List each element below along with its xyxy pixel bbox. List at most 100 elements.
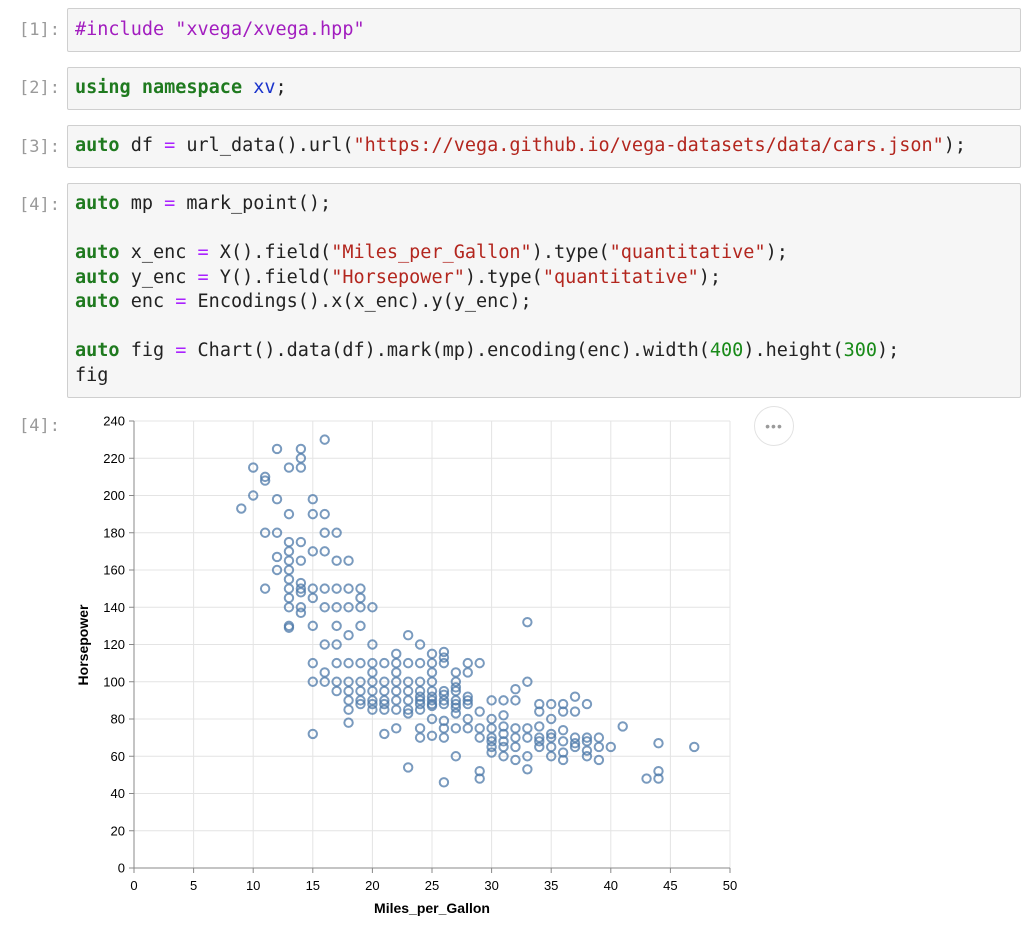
data-point	[319, 546, 330, 557]
data-point	[402, 676, 414, 687]
data-point	[438, 715, 450, 727]
code-cell-1[interactable]: #include "xvega/xvega.hpp"	[67, 8, 1021, 52]
data-point	[295, 607, 307, 619]
data-point	[510, 741, 521, 753]
data-point	[534, 732, 545, 743]
data-point	[307, 592, 318, 604]
y-tick-label: 120	[103, 637, 125, 652]
data-point	[450, 685, 462, 697]
data-point	[450, 723, 462, 734]
data-point	[379, 695, 390, 706]
y-tick-label: 160	[103, 563, 125, 578]
data-point	[271, 527, 283, 538]
data-point	[343, 685, 354, 697]
data-point	[486, 736, 497, 747]
data-point	[426, 676, 438, 687]
code-line: #include "xvega/xvega.hpp"	[75, 19, 365, 40]
data-point	[391, 676, 402, 687]
data-point	[295, 462, 307, 473]
code-cell-2[interactable]: using namespace xv;	[67, 67, 1021, 110]
data-point	[414, 732, 426, 743]
data-point	[307, 583, 318, 594]
data-point	[414, 639, 426, 650]
data-point	[355, 657, 366, 669]
data-point	[474, 706, 485, 717]
code-cell-4[interactable]: auto mp = mark_point(); auto x_enc = X()…	[67, 183, 1021, 398]
data-point	[343, 717, 354, 728]
data-point	[319, 676, 330, 687]
data-point	[486, 741, 497, 753]
data-point	[331, 527, 342, 538]
points	[236, 434, 700, 788]
data-point	[462, 713, 473, 725]
data-point	[343, 676, 354, 687]
x-tick-label: 40	[604, 878, 618, 893]
data-point	[438, 646, 450, 658]
y-tick-label: 60	[111, 749, 125, 764]
data-point	[283, 508, 295, 520]
grid	[133, 420, 731, 869]
x-tick-label: 15	[306, 878, 320, 893]
data-point	[426, 713, 438, 725]
code-cell-3[interactable]: auto df = url_data().url("https://vega.g…	[67, 125, 1021, 168]
data-point	[486, 732, 497, 743]
x-tick-label: 0	[130, 878, 137, 893]
ellipsis-icon[interactable]: •••	[754, 406, 794, 446]
data-point	[367, 698, 378, 710]
data-point	[557, 706, 569, 717]
data-point	[438, 698, 450, 710]
data-point	[414, 657, 426, 669]
data-point	[593, 732, 605, 743]
data-point	[522, 616, 533, 628]
data-point	[438, 685, 450, 697]
data-point	[522, 751, 533, 762]
data-point	[331, 676, 342, 687]
data-point	[498, 695, 509, 706]
data-point	[391, 648, 402, 660]
data-point	[569, 706, 581, 717]
data-point	[391, 704, 402, 715]
data-point	[343, 657, 354, 669]
data-point	[653, 773, 664, 784]
data-point	[355, 676, 366, 687]
data-point	[581, 732, 593, 743]
data-point	[534, 721, 545, 732]
data-point	[331, 555, 342, 566]
data-point	[522, 764, 533, 775]
data-point	[367, 685, 378, 697]
data-point	[426, 695, 438, 706]
data-point	[307, 676, 318, 687]
data-point	[486, 695, 497, 706]
data-point	[522, 723, 533, 734]
data-point	[653, 738, 664, 749]
data-point	[283, 564, 295, 576]
data-point	[438, 723, 450, 734]
data-point	[295, 555, 307, 566]
data-point	[319, 434, 330, 445]
data-point	[307, 494, 318, 505]
y-tick-label: 40	[111, 786, 125, 801]
data-point	[486, 713, 497, 725]
data-point	[331, 602, 342, 613]
data-point	[426, 667, 438, 678]
data-point	[379, 657, 390, 669]
data-point	[510, 732, 521, 743]
data-point	[474, 773, 485, 784]
x-tick-label: 35	[544, 878, 558, 893]
code-line: auto df = url_data().url("https://vega.g…	[75, 135, 967, 156]
data-point	[498, 728, 509, 740]
data-point	[522, 676, 533, 687]
data-point	[295, 602, 307, 613]
data-point	[367, 704, 378, 715]
data-point	[367, 602, 378, 613]
data-point	[569, 691, 581, 702]
data-point	[355, 620, 366, 632]
data-point	[343, 555, 354, 566]
data-point	[689, 741, 700, 753]
data-point	[355, 695, 366, 706]
data-point	[546, 732, 557, 743]
data-point	[653, 765, 664, 777]
data-point	[367, 667, 378, 678]
x-tick-label: 30	[484, 878, 498, 893]
data-point	[593, 741, 605, 753]
